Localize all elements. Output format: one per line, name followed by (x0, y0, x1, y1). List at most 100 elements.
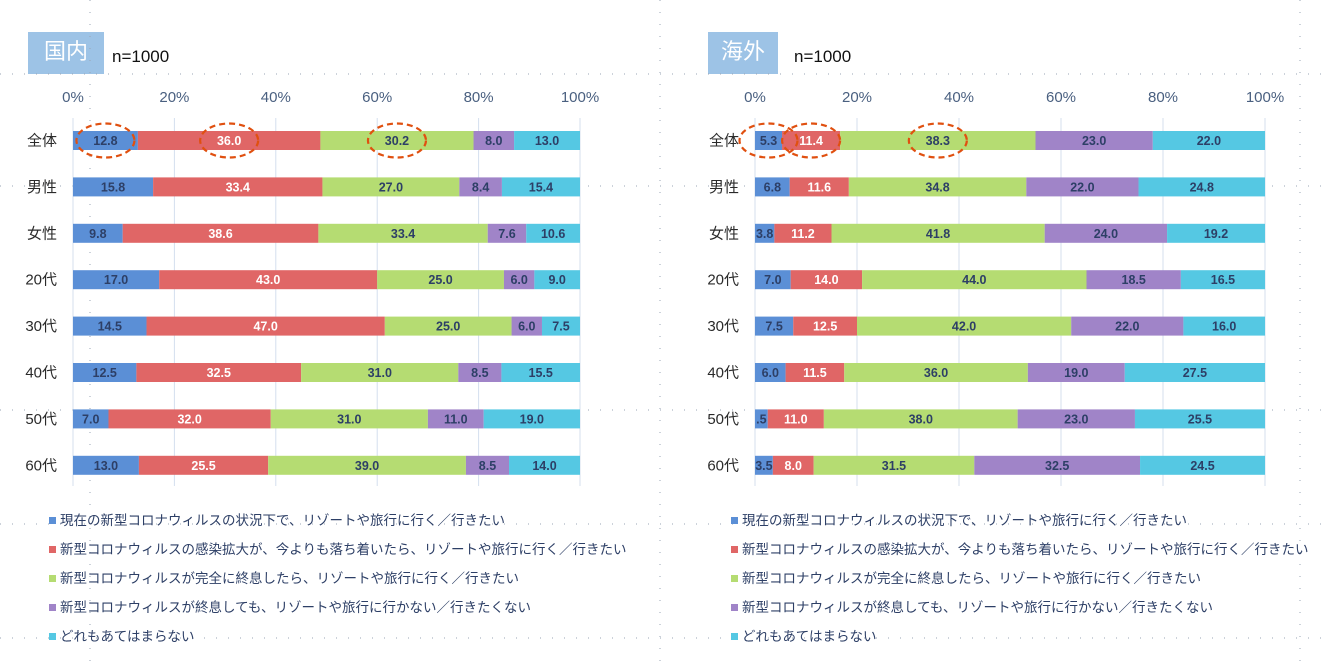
overseas-data-label: 11.0 (784, 412, 808, 426)
domestic-data-label: 13.0 (535, 134, 559, 148)
domestic-data-label: 33.4 (391, 227, 415, 241)
overseas-data-label: 36.0 (924, 366, 948, 380)
domestic-bar-segment (73, 131, 138, 150)
overseas-bar-segment (755, 223, 775, 243)
overseas-bar-segment (755, 316, 794, 336)
overseas-x-tick-label: 20% (842, 89, 872, 106)
overseas-bar-segment (793, 316, 857, 336)
domestic-x-tick-label: 60% (362, 89, 392, 106)
domestic-data-label: 8.5 (471, 366, 488, 380)
overseas-bar-segment (785, 363, 845, 382)
overseas-data-label: 18.5 (1122, 273, 1146, 287)
domestic-bar-segment (465, 455, 510, 475)
overseas-data-label: 25.5 (1188, 412, 1212, 426)
overseas-bar-segment (1183, 316, 1265, 336)
domestic-bar-segment (320, 131, 474, 150)
overseas-bar-segment (1044, 223, 1168, 243)
overseas-bar-segment (857, 316, 1072, 336)
domestic-highlight-ellipse (199, 122, 260, 159)
overseas-data-label: 16.0 (1212, 320, 1236, 334)
domestic-data-label: 12.5 (93, 366, 117, 380)
domestic-data-label: 8.4 (472, 180, 489, 194)
domestic-bar-segment (73, 455, 139, 475)
overseas-bar-segment (844, 363, 1028, 382)
domestic-category-label: 30代 (25, 318, 57, 335)
domestic-bar-segment (473, 131, 515, 150)
domestic-legend-swatch (49, 546, 56, 553)
domestic-data-label: 25.0 (428, 273, 452, 287)
domestic-bar-segment (73, 177, 154, 197)
overseas-legend-label: 新型コロナウィルスが完全に終息したら、リゾートや旅行に行く／行きたい (742, 570, 1201, 586)
domestic-data-label: 33.4 (226, 180, 250, 194)
domestic-bar-segment (73, 409, 109, 429)
overseas-x-tick-label: 100% (1246, 89, 1284, 106)
overseas-bar-segment (755, 363, 786, 382)
overseas-bar-segment (1086, 270, 1181, 290)
overseas-bar-segment (1027, 363, 1125, 382)
domestic-data-label: 25.0 (436, 320, 460, 334)
domestic-data-label: 38.6 (208, 227, 232, 241)
domestic-bar-segment (377, 270, 504, 290)
domestic-bar-segment (509, 455, 580, 475)
overseas-bar-segment (772, 455, 814, 475)
domestic-bar-segment (136, 363, 302, 382)
overseas-panel-title: 海外 (708, 32, 778, 74)
domestic-data-label: 8.5 (479, 459, 496, 473)
overseas-bar-segment (1124, 363, 1265, 382)
overseas-bar-segment (755, 455, 773, 475)
domestic-data-label: 47.0 (253, 320, 277, 334)
domestic-data-label: 6.0 (518, 320, 535, 334)
domestic-bar-segment (73, 316, 147, 336)
domestic-bar-segment (503, 270, 535, 290)
domestic-data-label: 17.0 (104, 273, 128, 287)
overseas-data-label: 32.5 (1045, 459, 1069, 473)
overseas-highlight-ellipse (907, 122, 968, 159)
domestic-bar-segment (511, 316, 542, 336)
domestic-legend-swatch (49, 575, 56, 582)
overseas-data-label: 11.6 (807, 180, 831, 194)
overseas-data-label: 31.5 (882, 459, 906, 473)
overseas-data-label: 12.5 (813, 320, 837, 334)
domestic-data-label: 9.0 (548, 273, 565, 287)
overseas-bar-segment (1138, 177, 1265, 197)
overseas-data-label: 19.2 (1204, 227, 1228, 241)
overseas-bar-segment (1017, 409, 1135, 429)
domestic-data-label: 43.0 (256, 273, 280, 287)
overseas-bar-segment (767, 409, 824, 429)
domestic-category-label: 全体 (27, 132, 57, 150)
domestic-bar-segment (384, 316, 512, 336)
domestic-legend-label: 新型コロナウィルスが完全に終息したら、リゾートや旅行に行く／行きたい (60, 570, 519, 586)
domestic-data-label: 19.0 (520, 412, 544, 426)
domestic-bar-segment (73, 363, 137, 382)
domestic-bar-segment (301, 363, 459, 382)
overseas-category-label: 女性 (709, 224, 739, 242)
domestic-bar-segment (487, 223, 527, 243)
overseas-bar-segment (755, 270, 791, 290)
overseas-category-label: 30代 (707, 318, 739, 335)
domestic-data-label: 14.5 (98, 320, 122, 334)
overseas-data-label: 38.0 (909, 412, 933, 426)
domestic-bar-segment (514, 131, 580, 150)
domestic-legend-label: どれもあてはまらない (60, 629, 194, 644)
domestic-data-label: 11.0 (444, 412, 468, 426)
domestic-data-label: 32.5 (207, 366, 231, 380)
overseas-sample-size: n=1000 (794, 47, 852, 66)
domestic-sample-size: n=1000 (112, 47, 170, 66)
domestic-data-label: 14.0 (532, 459, 556, 473)
domestic-bar-segment (73, 223, 123, 243)
overseas-data-label: 3.5 (755, 459, 772, 473)
overseas-data-label: 22.0 (1070, 180, 1094, 194)
overseas-data-label: 23.0 (1064, 412, 1088, 426)
domestic-category-label: 50代 (25, 411, 57, 428)
overseas-data-label: 7.5 (765, 320, 782, 334)
domestic-x-tick-label: 100% (561, 89, 599, 106)
domestic-bar-segment (458, 363, 502, 382)
overseas-category-label: 50代 (707, 411, 739, 428)
domestic-x-tick-label: 0% (62, 89, 84, 106)
domestic-data-label: 7.0 (82, 412, 99, 426)
domestic-bar-segment (159, 270, 378, 290)
overseas-legend-label: 現在の新型コロナウィルスの状況下で、リゾートや旅行に行く／行きたい (742, 513, 1187, 528)
domestic-category-label: 20代 (25, 272, 57, 289)
domestic-category-label: 40代 (25, 365, 57, 382)
